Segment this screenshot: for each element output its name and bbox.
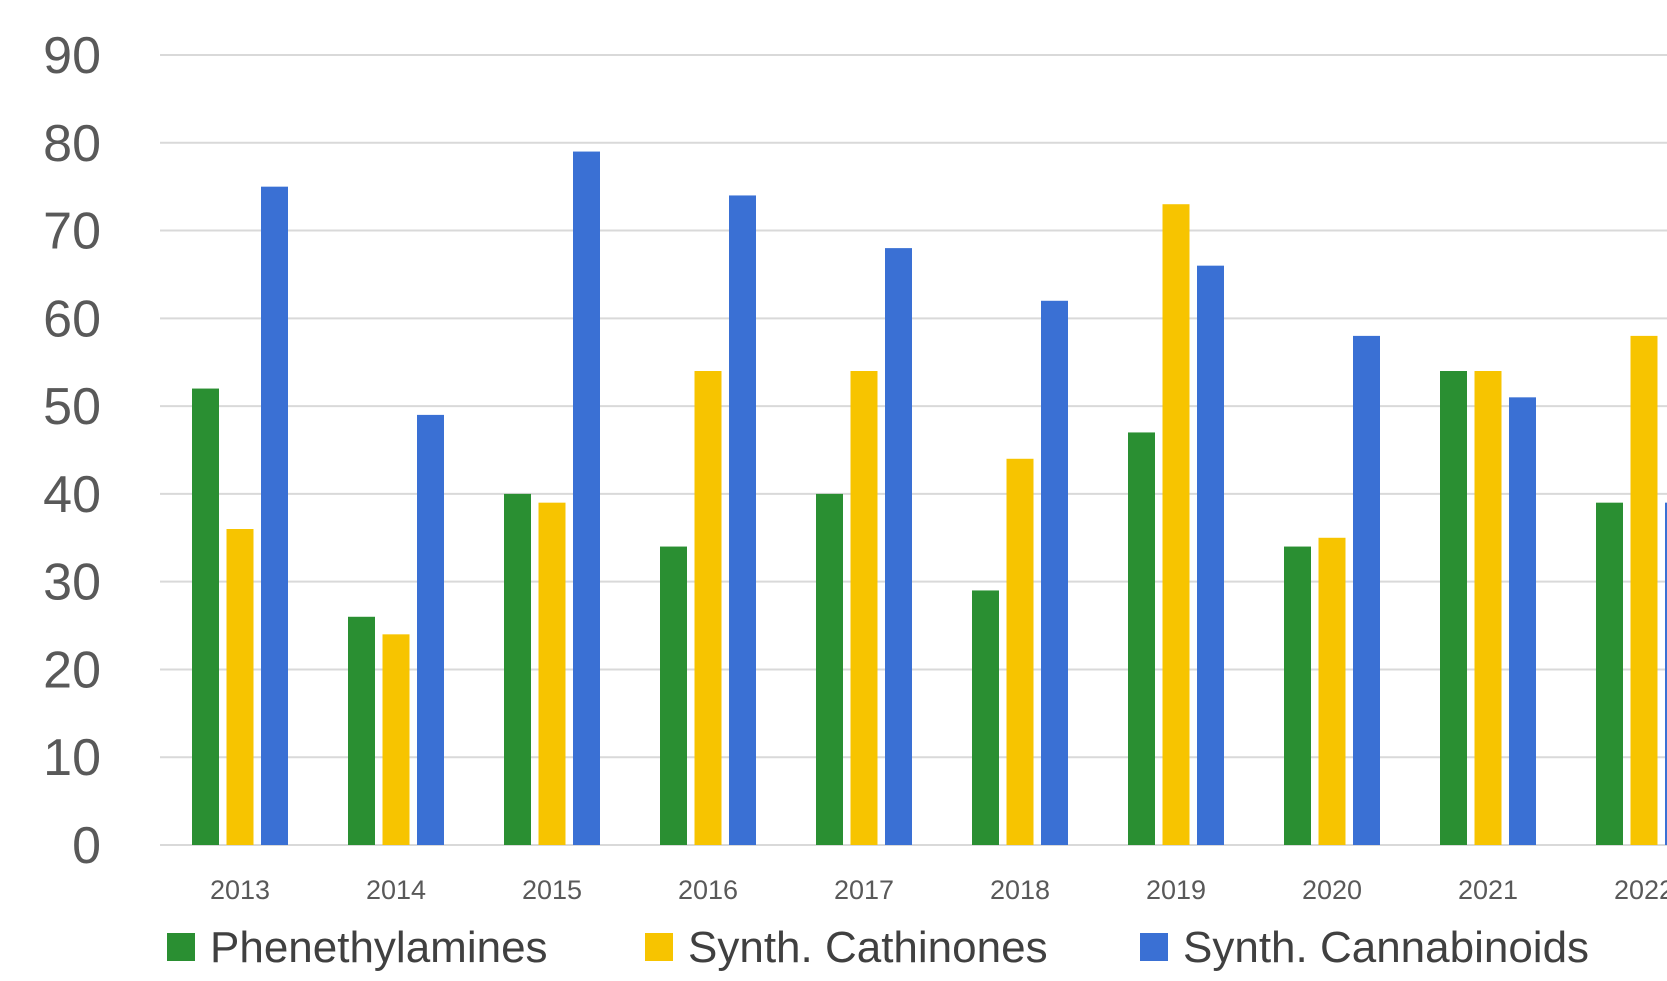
bar-synth-cathinones-2021	[1474, 371, 1502, 845]
x-tick-label-2020: 2020	[1302, 875, 1362, 905]
bar-phenethylamines-2018	[972, 590, 999, 845]
bar-synth-cannabinoids-2014	[417, 414, 444, 845]
bar-phenethylamines-2016	[660, 546, 687, 845]
legend-swatch-2	[645, 933, 673, 961]
bar-synth-cannabinoids-2021	[1509, 397, 1536, 845]
legend-swatch-3	[1140, 933, 1168, 961]
x-tick-label-2019: 2019	[1146, 875, 1206, 905]
bar-synth-cathinones-2013	[226, 529, 254, 845]
bar-phenethylamines-2014	[348, 616, 375, 845]
y-tick-label-0: 0	[72, 817, 101, 875]
y-axis: 0 10 20 30 40 50 60 70 80 90	[43, 27, 101, 875]
bar-synth-cannabinoids-2013	[261, 186, 288, 845]
x-tick-label-2013: 2013	[210, 875, 270, 905]
legend: Phenethylamines Synth. Cathinones Synth. C…	[167, 923, 1589, 972]
x-tick-label-2021: 2021	[1458, 875, 1518, 905]
bar-synth-cathinones-2017	[850, 371, 878, 845]
bar-phenethylamines-2022	[1596, 502, 1623, 845]
legend-label-3: Synth. Cannabinoids	[1183, 923, 1589, 972]
bar-synth-cannabinoids-2022	[1665, 502, 1667, 845]
bar-phenethylamines-2015	[504, 493, 531, 845]
bar-synth-cathinones-2018	[1006, 458, 1034, 845]
y-tick-label-80: 80	[43, 115, 101, 173]
bar-synth-cannabinoids-2017	[885, 248, 912, 846]
bar-phenethylamines-2021	[1440, 371, 1467, 845]
bar-phenethylamines-2017	[816, 493, 843, 845]
bar-synth-cathinones-2020	[1318, 537, 1346, 845]
x-axis: 2013 2014 2015 2016 2017 2018 2019 2020 2021 2022	[210, 875, 1667, 905]
bar-synth-cannabinoids-2015	[573, 151, 600, 846]
bar-synth-cannabinoids-2020	[1353, 335, 1380, 845]
x-tick-label-2022: 2022	[1614, 875, 1667, 905]
bar-synth-cannabinoids-2018	[1041, 300, 1068, 845]
bar-synth-cathinones-2016	[694, 371, 722, 845]
x-tick-label-2016: 2016	[678, 875, 738, 905]
y-tick-label-20: 20	[43, 641, 101, 699]
y-tick-label-70: 70	[43, 203, 101, 261]
bar-synth-cathinones-2019	[1162, 204, 1190, 845]
bar-synth-cannabinoids-2016	[729, 195, 756, 845]
y-tick-label-40: 40	[43, 466, 101, 524]
x-tick-label-2014: 2014	[366, 875, 426, 905]
bars	[192, 151, 1667, 846]
x-tick-label-2015: 2015	[522, 875, 582, 905]
x-tick-label-2018: 2018	[990, 875, 1050, 905]
legend-swatch-1	[167, 933, 195, 961]
bar-phenethylamines-2019	[1128, 432, 1155, 845]
y-tick-label-30: 30	[43, 554, 101, 612]
y-tick-label-90: 90	[43, 27, 101, 85]
bar-synth-cathinones-2015	[538, 502, 566, 845]
y-tick-label-60: 60	[43, 290, 101, 348]
y-tick-label-10: 10	[43, 729, 101, 787]
bar-phenethylamines-2013	[192, 388, 219, 845]
legend-label-1: Phenethylamines	[210, 923, 548, 972]
gridlines	[160, 54, 1667, 846]
bar-phenethylamines-2020	[1284, 546, 1311, 845]
bar-synth-cannabinoids-2019	[1197, 265, 1224, 846]
legend-label-2: Synth. Cathinones	[688, 923, 1048, 972]
bar-synth-cathinones-2022	[1630, 335, 1658, 845]
y-tick-label-50: 50	[43, 378, 101, 436]
x-tick-label-2017: 2017	[834, 875, 894, 905]
bar-synth-cathinones-2014	[382, 634, 410, 845]
